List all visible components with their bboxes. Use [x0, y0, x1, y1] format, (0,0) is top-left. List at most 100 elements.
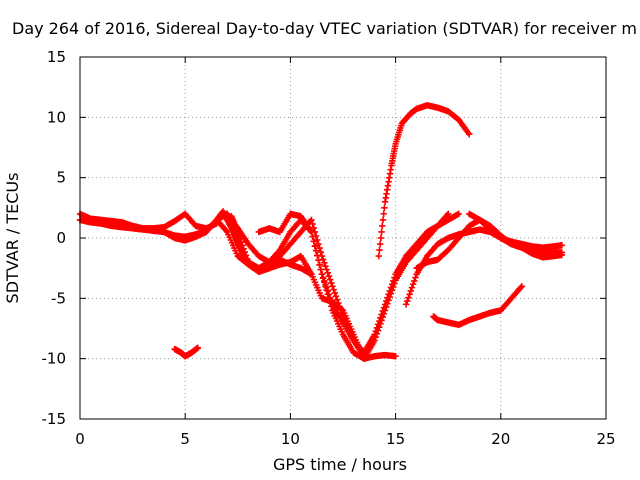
data-point [466, 131, 473, 138]
data-point [235, 232, 243, 239]
data-point [308, 216, 315, 224]
y-tick-label: -15 [42, 410, 67, 428]
data-point [234, 228, 241, 236]
data-point [318, 271, 326, 278]
data-point [329, 283, 336, 290]
series-arc-2 [76, 210, 220, 232]
data-point [379, 216, 387, 224]
data-point [322, 262, 329, 270]
data-point [376, 317, 383, 325]
data-point [319, 274, 327, 281]
data-point [381, 204, 388, 212]
data-point [312, 232, 320, 240]
series-arc-10 [375, 102, 473, 260]
data-point [392, 353, 399, 360]
data-point [332, 293, 340, 300]
series-arc-13 [466, 210, 566, 251]
x-tick-label: 25 [596, 430, 615, 448]
chart-title: Day 264 of 2016, Sidereal Day-to-day VTE… [12, 19, 637, 38]
data-point [326, 276, 334, 283]
data-point [377, 314, 384, 321]
y-tick-label: 10 [47, 108, 66, 126]
data-point [411, 277, 418, 285]
data-point [311, 242, 319, 250]
data-point [387, 284, 395, 291]
y-axis-label: SDTVAR / TECUs [3, 173, 22, 304]
data-point [404, 297, 411, 305]
data-point [318, 252, 326, 260]
data-point [317, 266, 324, 273]
series-arc-14 [430, 283, 526, 329]
data-point [333, 296, 341, 303]
data-point [374, 321, 382, 328]
y-tick-label: -10 [42, 350, 67, 368]
data-point [409, 281, 417, 288]
data-point [445, 210, 452, 218]
data-point [325, 291, 333, 298]
data-point [243, 255, 251, 262]
data-point [558, 242, 566, 249]
data-point [330, 286, 337, 293]
data-point [386, 287, 393, 295]
data-point [455, 210, 462, 218]
data-point [240, 245, 247, 252]
y-tick-label: 15 [47, 48, 66, 66]
data-point [377, 234, 385, 242]
data-point [376, 246, 383, 254]
data-point [316, 261, 323, 269]
data-point [310, 224, 317, 232]
data-point [321, 259, 328, 267]
data-point [309, 220, 316, 228]
data-point [379, 222, 386, 230]
data-point [324, 269, 332, 277]
data-point [558, 251, 566, 259]
data-point [321, 277, 328, 285]
x-axis-ticks: 0 5 10 15 20 25 [75, 57, 616, 448]
data-point [324, 287, 332, 295]
data-point [322, 281, 329, 288]
data-point [238, 238, 245, 246]
x-tick-label: 0 [75, 430, 85, 448]
data-point [378, 311, 385, 318]
data-point [375, 252, 382, 260]
data-point [376, 240, 384, 248]
data-points [76, 102, 566, 362]
data-point [312, 247, 320, 254]
data-point [236, 235, 244, 242]
grid [80, 57, 606, 419]
data-point [408, 284, 416, 291]
series-arc-9 [360, 210, 462, 356]
x-tick-label: 15 [386, 430, 405, 448]
data-point [323, 284, 330, 291]
data-point [384, 294, 391, 301]
data-point [314, 236, 321, 244]
data-point [338, 306, 346, 313]
y-axis-ticks: -15 -10 -5 0 5 10 15 [42, 48, 606, 428]
data-point [406, 291, 413, 298]
y-tick-label: 0 [56, 229, 66, 247]
data-point [391, 274, 398, 281]
data-point [194, 344, 202, 352]
series-arc-15 [171, 344, 202, 360]
data-point [371, 331, 378, 338]
data-point [412, 274, 419, 281]
data-point [241, 248, 249, 256]
data-point [239, 242, 246, 249]
data-point [328, 279, 335, 287]
data-point [315, 240, 322, 248]
y-tick-label: -5 [51, 289, 66, 307]
data-point [407, 287, 414, 295]
data-point [402, 301, 410, 308]
data-point [390, 277, 397, 285]
data-point [372, 327, 379, 335]
data-point [383, 297, 390, 305]
data-point [317, 248, 324, 256]
x-axis-label: GPS time / hours [273, 455, 407, 474]
data-point [379, 307, 386, 315]
x-tick-label: 20 [491, 430, 510, 448]
data-point [378, 228, 385, 236]
data-point [388, 281, 396, 288]
data-point [373, 324, 381, 332]
data-point [242, 252, 250, 259]
